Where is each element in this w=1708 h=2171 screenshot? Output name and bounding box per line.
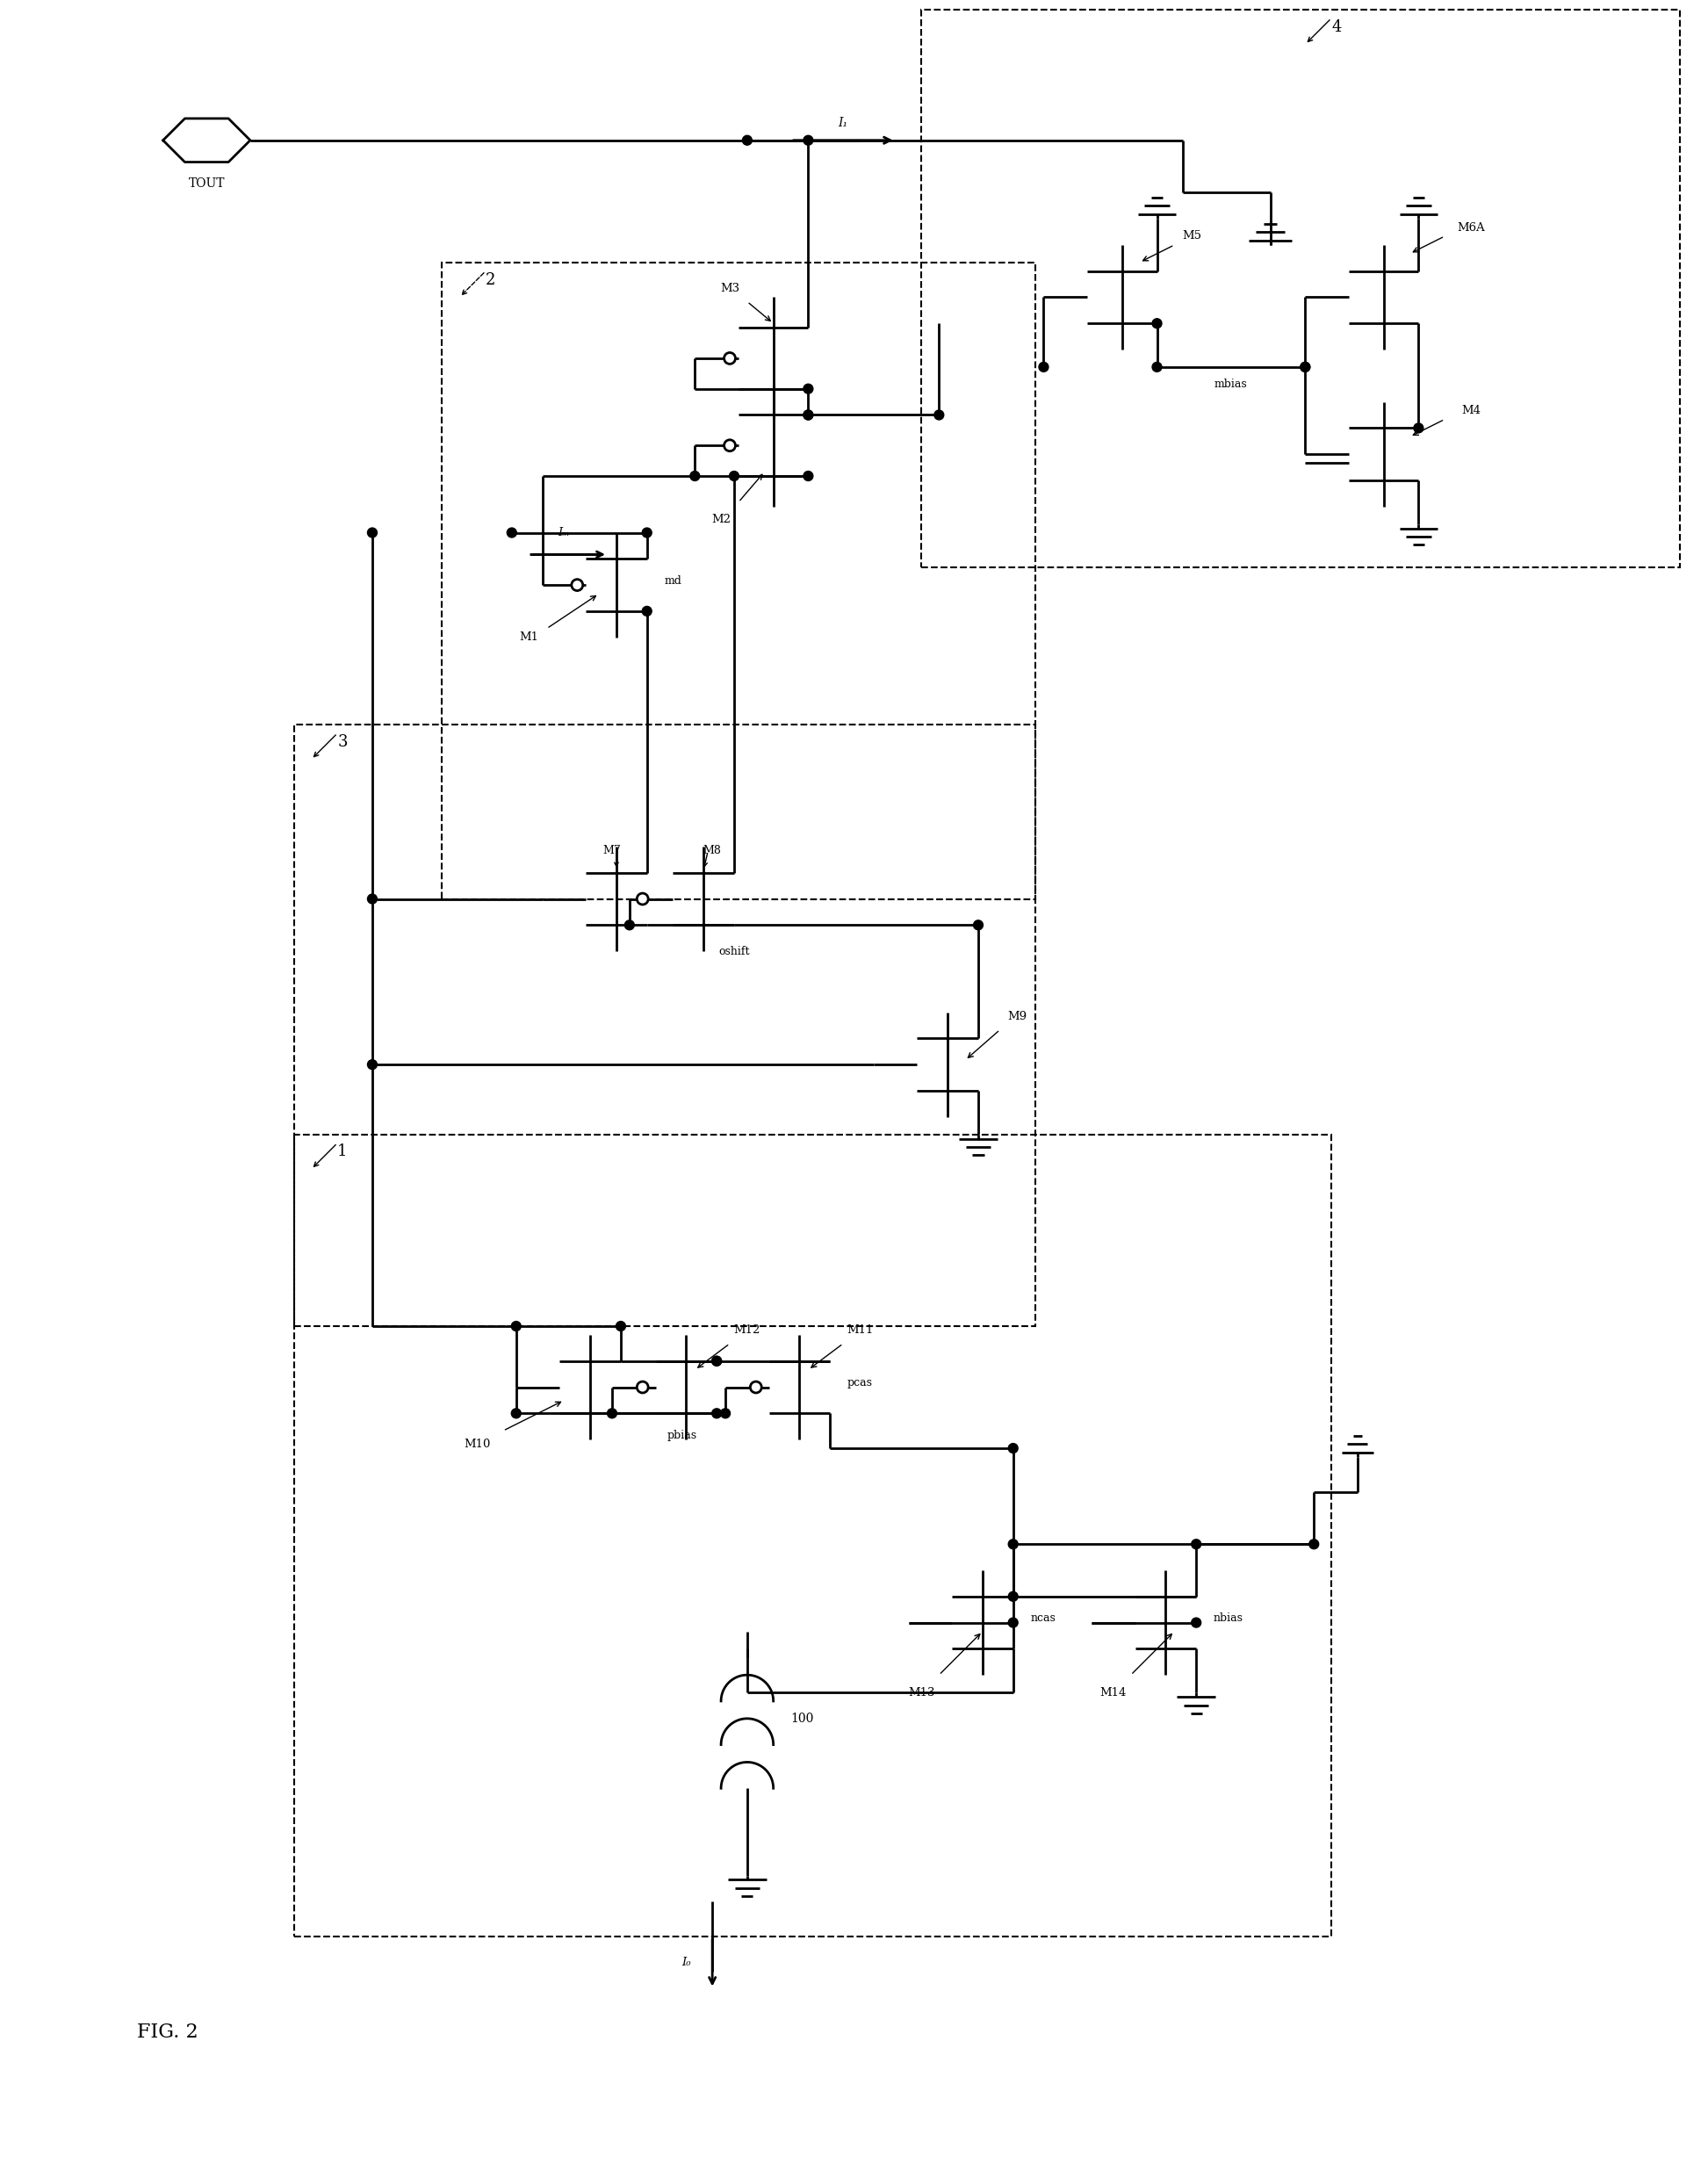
Text: FIG. 2: FIG. 2 bbox=[137, 2023, 198, 2043]
Text: M9: M9 bbox=[1008, 1012, 1027, 1023]
Text: M11: M11 bbox=[847, 1324, 874, 1335]
Circle shape bbox=[1008, 1591, 1018, 1602]
Bar bbox=[294, 725, 1035, 1326]
Circle shape bbox=[1008, 1539, 1018, 1548]
Circle shape bbox=[1192, 1539, 1201, 1548]
Circle shape bbox=[803, 384, 813, 393]
Circle shape bbox=[712, 1409, 721, 1418]
Circle shape bbox=[507, 528, 516, 538]
Circle shape bbox=[712, 1357, 721, 1366]
Circle shape bbox=[803, 410, 813, 419]
Circle shape bbox=[367, 1059, 377, 1070]
Circle shape bbox=[743, 135, 752, 145]
Circle shape bbox=[803, 135, 813, 145]
Text: Iₘ: Iₘ bbox=[559, 528, 570, 538]
Text: 1: 1 bbox=[338, 1144, 347, 1159]
Text: pcas: pcas bbox=[847, 1376, 873, 1389]
Bar bbox=[922, 9, 1681, 567]
Text: pbias: pbias bbox=[666, 1429, 697, 1442]
Circle shape bbox=[724, 352, 736, 365]
Circle shape bbox=[1414, 423, 1423, 432]
Circle shape bbox=[637, 1381, 649, 1394]
Bar bbox=[442, 263, 1035, 899]
Text: M14: M14 bbox=[1100, 1687, 1127, 1698]
Circle shape bbox=[617, 1322, 625, 1331]
Text: M6A: M6A bbox=[1457, 221, 1484, 232]
Bar bbox=[294, 1133, 1331, 1937]
Circle shape bbox=[1008, 1444, 1018, 1452]
Circle shape bbox=[367, 528, 377, 538]
Text: 3: 3 bbox=[338, 734, 347, 749]
Circle shape bbox=[1153, 363, 1161, 371]
Text: M3: M3 bbox=[721, 282, 740, 295]
Text: md: md bbox=[664, 575, 681, 586]
Text: ncas: ncas bbox=[1030, 1613, 1056, 1624]
Circle shape bbox=[625, 921, 634, 929]
Text: mbias: mbias bbox=[1214, 378, 1247, 391]
Circle shape bbox=[511, 1322, 521, 1331]
Text: TOUT: TOUT bbox=[188, 178, 225, 191]
Circle shape bbox=[637, 892, 649, 905]
Circle shape bbox=[1008, 1617, 1018, 1628]
Circle shape bbox=[724, 441, 736, 452]
Text: M5: M5 bbox=[1182, 230, 1201, 241]
Text: I₁: I₁ bbox=[839, 117, 847, 128]
Text: M10: M10 bbox=[463, 1437, 490, 1450]
Text: oshift: oshift bbox=[719, 947, 750, 957]
Circle shape bbox=[572, 580, 582, 591]
Circle shape bbox=[721, 1409, 731, 1418]
Text: 2: 2 bbox=[485, 271, 495, 289]
Text: 4: 4 bbox=[1331, 20, 1341, 35]
Circle shape bbox=[690, 471, 700, 480]
Text: M12: M12 bbox=[734, 1324, 760, 1335]
Circle shape bbox=[729, 471, 740, 480]
Circle shape bbox=[1308, 1539, 1319, 1548]
Circle shape bbox=[803, 410, 813, 419]
Circle shape bbox=[1300, 363, 1310, 371]
Circle shape bbox=[1153, 319, 1161, 328]
Circle shape bbox=[750, 1381, 762, 1394]
Circle shape bbox=[934, 410, 945, 419]
Circle shape bbox=[1300, 363, 1310, 371]
Circle shape bbox=[1192, 1617, 1201, 1628]
Text: M2: M2 bbox=[711, 515, 731, 525]
Circle shape bbox=[974, 921, 984, 929]
Circle shape bbox=[803, 471, 813, 480]
Text: M13: M13 bbox=[909, 1687, 934, 1698]
Circle shape bbox=[608, 1409, 617, 1418]
Circle shape bbox=[1038, 363, 1049, 371]
Circle shape bbox=[712, 1357, 721, 1366]
Text: I₀: I₀ bbox=[681, 1956, 690, 1969]
Text: M1: M1 bbox=[519, 632, 540, 643]
Text: 100: 100 bbox=[791, 1713, 815, 1724]
Circle shape bbox=[511, 1409, 521, 1418]
Text: M4: M4 bbox=[1462, 404, 1481, 417]
Circle shape bbox=[642, 606, 652, 617]
Text: M8: M8 bbox=[704, 845, 721, 858]
Text: nbias: nbias bbox=[1214, 1613, 1243, 1624]
Circle shape bbox=[642, 528, 652, 538]
Circle shape bbox=[367, 894, 377, 903]
Text: M7: M7 bbox=[603, 845, 622, 858]
